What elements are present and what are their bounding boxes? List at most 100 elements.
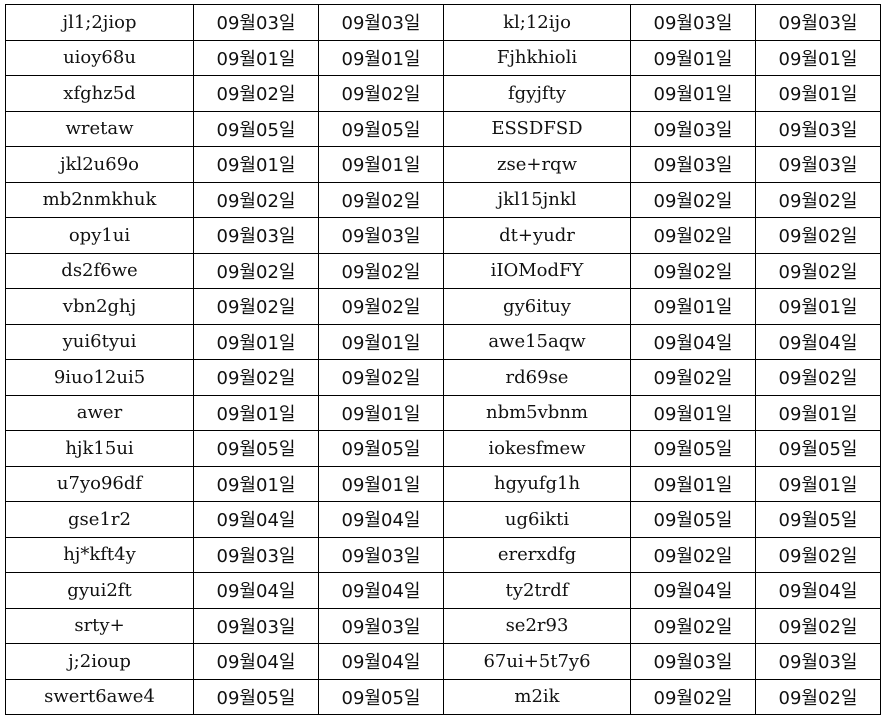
date-cell[interactable]: 09월01일 <box>630 288 756 325</box>
code-cell[interactable]: iokesfmew <box>443 430 631 467</box>
date-cell[interactable]: 09월01일 <box>755 39 881 76</box>
code-cell[interactable]: ESSDFSD <box>443 110 631 147</box>
date-cell[interactable]: 09월01일 <box>630 394 756 431</box>
date-cell[interactable]: 09월04일 <box>193 643 319 680</box>
date-cell[interactable]: 09월01일 <box>318 39 444 76</box>
date-cell[interactable]: 09월05일 <box>193 678 319 715</box>
date-cell[interactable]: 09월02일 <box>630 607 756 644</box>
code-cell[interactable]: zse+rqw <box>443 146 631 183</box>
date-cell[interactable]: 09월02일 <box>318 359 444 396</box>
code-cell[interactable]: vbn2ghj <box>5 288 194 325</box>
code-cell[interactable]: fgyjfty <box>443 75 631 112</box>
date-cell[interactable]: 09월03일 <box>193 536 319 573</box>
date-cell[interactable]: 09월05일 <box>193 430 319 467</box>
date-cell[interactable]: 09월01일 <box>755 75 881 112</box>
date-cell[interactable]: 09월04일 <box>630 323 756 360</box>
date-cell[interactable]: 09월02일 <box>193 252 319 289</box>
date-cell[interactable]: 09월04일 <box>318 643 444 680</box>
code-cell[interactable]: uioy68u <box>5 39 194 76</box>
date-cell[interactable]: 09월02일 <box>193 181 319 218</box>
code-cell[interactable]: se2r93 <box>443 607 631 644</box>
code-cell[interactable]: gyui2ft <box>5 572 194 609</box>
date-cell[interactable]: 09월02일 <box>318 181 444 218</box>
date-cell[interactable]: 09월03일 <box>755 110 881 147</box>
date-cell[interactable]: 09월01일 <box>630 39 756 76</box>
date-cell[interactable]: 09월01일 <box>193 323 319 360</box>
code-cell[interactable]: 67ui+5t7y6 <box>443 643 631 680</box>
code-cell[interactable]: ds2f6we <box>5 252 194 289</box>
code-cell[interactable]: ty2trdf <box>443 572 631 609</box>
date-cell[interactable]: 09월01일 <box>630 465 756 502</box>
date-cell[interactable]: 09월02일 <box>755 607 881 644</box>
date-cell[interactable]: 09월04일 <box>193 572 319 609</box>
code-cell[interactable]: yui6tyui <box>5 323 194 360</box>
date-cell[interactable]: 09월03일 <box>318 536 444 573</box>
date-cell[interactable]: 09월04일 <box>755 572 881 609</box>
code-cell[interactable]: j;2ioup <box>5 643 194 680</box>
date-cell[interactable]: 09월03일 <box>193 4 319 41</box>
code-cell[interactable]: xfghz5d <box>5 75 194 112</box>
date-cell[interactable]: 09월03일 <box>755 643 881 680</box>
date-cell[interactable]: 09월03일 <box>630 643 756 680</box>
code-cell[interactable]: dt+yudr <box>443 217 631 254</box>
code-cell[interactable]: nbm5vbnm <box>443 394 631 431</box>
date-cell[interactable]: 09월01일 <box>318 465 444 502</box>
date-cell[interactable]: 09월01일 <box>193 146 319 183</box>
date-cell[interactable]: 09월05일 <box>630 501 756 538</box>
date-cell[interactable]: 09월02일 <box>755 359 881 396</box>
code-cell[interactable]: wretaw <box>5 110 194 147</box>
date-cell[interactable]: 09월01일 <box>193 39 319 76</box>
date-cell[interactable]: 09월05일 <box>318 678 444 715</box>
date-cell[interactable]: 09월03일 <box>755 146 881 183</box>
date-cell[interactable]: 09월02일 <box>630 252 756 289</box>
date-cell[interactable]: 09월03일 <box>755 4 881 41</box>
code-cell[interactable]: swert6awe4 <box>5 678 194 715</box>
date-cell[interactable]: 09월03일 <box>318 607 444 644</box>
code-cell[interactable]: Fjhkhioli <box>443 39 631 76</box>
date-cell[interactable]: 09월02일 <box>755 536 881 573</box>
date-cell[interactable]: 09월01일 <box>318 146 444 183</box>
date-cell[interactable]: 09월01일 <box>630 75 756 112</box>
code-cell[interactable]: jkl15jnkl <box>443 181 631 218</box>
code-cell[interactable]: awer <box>5 394 194 431</box>
date-cell[interactable]: 09월02일 <box>630 536 756 573</box>
date-cell[interactable]: 09월03일 <box>318 4 444 41</box>
date-cell[interactable]: 09월01일 <box>193 465 319 502</box>
date-cell[interactable]: 09월02일 <box>755 181 881 218</box>
date-cell[interactable]: 09월05일 <box>755 501 881 538</box>
date-cell[interactable]: 09월02일 <box>318 252 444 289</box>
date-cell[interactable]: 09월02일 <box>755 252 881 289</box>
code-cell[interactable]: rd69se <box>443 359 631 396</box>
code-cell[interactable]: hjk15ui <box>5 430 194 467</box>
date-cell[interactable]: 09월04일 <box>630 572 756 609</box>
date-cell[interactable]: 09월03일 <box>630 146 756 183</box>
date-cell[interactable]: 09월05일 <box>630 430 756 467</box>
date-cell[interactable]: 09월02일 <box>318 75 444 112</box>
date-cell[interactable]: 09월04일 <box>318 572 444 609</box>
date-cell[interactable]: 09월02일 <box>630 217 756 254</box>
code-cell[interactable]: m2ik <box>443 678 631 715</box>
date-cell[interactable]: 09월03일 <box>193 607 319 644</box>
code-cell[interactable]: gy6ituy <box>443 288 631 325</box>
date-cell[interactable]: 09월02일 <box>193 288 319 325</box>
date-cell[interactable]: 09월04일 <box>193 501 319 538</box>
code-cell[interactable]: ug6ikti <box>443 501 631 538</box>
date-cell[interactable]: 09월02일 <box>630 359 756 396</box>
code-cell[interactable]: jkl2u69o <box>5 146 194 183</box>
date-cell[interactable]: 09월02일 <box>193 359 319 396</box>
code-cell[interactable]: srty+ <box>5 607 194 644</box>
date-cell[interactable]: 09월05일 <box>318 110 444 147</box>
code-cell[interactable]: hgyufg1h <box>443 465 631 502</box>
date-cell[interactable]: 09월03일 <box>318 217 444 254</box>
date-cell[interactable]: 09월03일 <box>630 110 756 147</box>
code-cell[interactable]: mb2nmkhuk <box>5 181 194 218</box>
date-cell[interactable]: 09월05일 <box>193 110 319 147</box>
code-cell[interactable]: awe15aqw <box>443 323 631 360</box>
date-cell[interactable]: 09월01일 <box>193 394 319 431</box>
date-cell[interactable]: 09월02일 <box>193 75 319 112</box>
date-cell[interactable]: 09월02일 <box>755 217 881 254</box>
code-cell[interactable]: jl1;2jiop <box>5 4 194 41</box>
code-cell[interactable]: u7yo96df <box>5 465 194 502</box>
date-cell[interactable]: 09월03일 <box>630 4 756 41</box>
date-cell[interactable]: 09월01일 <box>755 394 881 431</box>
